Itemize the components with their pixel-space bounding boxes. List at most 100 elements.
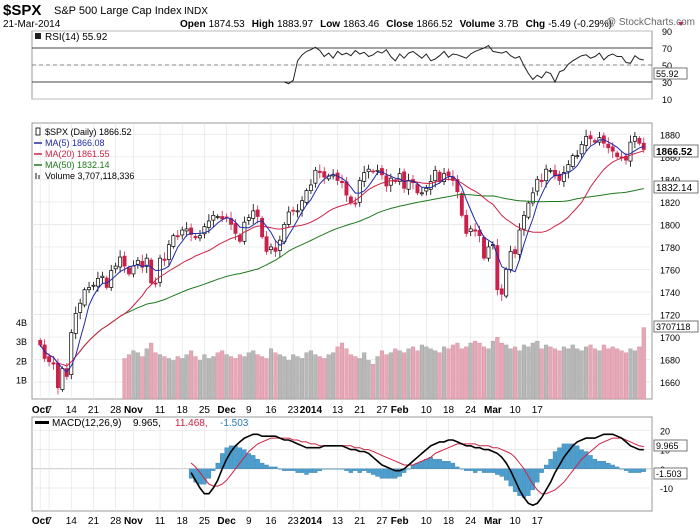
- volume-bar: [597, 350, 602, 400]
- rsi-panel: 90 70 50 30 10 RSI(14) 55.92 55.92: [31, 27, 688, 105]
- price-x-tick-label: Mar: [484, 405, 502, 416]
- price-legend-label: MA(5) 1866.08: [45, 138, 105, 148]
- volume-bar: [348, 354, 353, 400]
- volume-bar: [544, 344, 549, 400]
- price-y-tick-label: 1720: [660, 311, 680, 321]
- candle-body: [87, 287, 91, 291]
- price-x-tick-label: 18: [443, 405, 455, 416]
- price-y-tick-label: 1680: [660, 356, 680, 366]
- macd-histogram-bar: [259, 462, 265, 469]
- candle-body: [397, 173, 402, 182]
- volume-bar: [530, 342, 535, 400]
- candle-body: [517, 229, 522, 255]
- volume-bar: [375, 356, 380, 400]
- candle-body: [211, 215, 216, 221]
- candle-body: [362, 172, 367, 182]
- volume-bar: [135, 352, 140, 400]
- volume-bar: [371, 364, 376, 400]
- candle-body: [433, 169, 438, 182]
- macd-histogram-bar: [490, 468, 496, 473]
- volume-bar: [140, 356, 145, 400]
- candle-body: [113, 265, 118, 270]
- candle-body: [468, 228, 473, 232]
- candle-body: [593, 140, 597, 143]
- candle-body: [615, 152, 620, 158]
- candle-body: [628, 141, 633, 162]
- candle-body: [575, 155, 580, 158]
- candle-body: [144, 257, 149, 267]
- macd-histogram-bar: [472, 468, 478, 473]
- volume-bar: [339, 342, 345, 400]
- candle-body: [264, 236, 269, 252]
- candle-body: [180, 229, 185, 236]
- price-y-tick-label: 1840: [660, 175, 680, 185]
- price-x-tick-label: 23: [288, 405, 300, 416]
- volume-bar: [632, 350, 637, 400]
- macd-histogram-bar: [237, 447, 243, 469]
- volume-bar: [260, 356, 265, 400]
- price-x-tick-label: 25: [199, 405, 211, 416]
- volume-bar: [588, 344, 593, 400]
- candle-body: [313, 169, 318, 184]
- macd-histogram-bar: [615, 466, 620, 469]
- volume-bar: [166, 358, 171, 400]
- candle-body: [535, 178, 540, 192]
- volume-bar: [575, 348, 580, 400]
- macd-histogram-bar: [441, 460, 447, 469]
- volume-bar: [504, 344, 509, 400]
- macd-histogram-bar: [606, 462, 611, 469]
- candle-body: [69, 332, 74, 376]
- macd-histogram-bar: [282, 468, 287, 471]
- volume-bar: [570, 344, 575, 400]
- candle-body: [464, 215, 469, 234]
- candle-body: [446, 171, 451, 177]
- down-triangle-icon: [678, 22, 684, 26]
- quote-label: Chg: [526, 19, 545, 30]
- quote-value: 1866.52: [416, 19, 453, 30]
- rsi-last-value: 55.92: [656, 69, 679, 79]
- candle-body: [273, 247, 278, 252]
- volume-bar: [397, 350, 402, 400]
- candle-body: [246, 217, 251, 221]
- candle-body: [198, 235, 202, 239]
- volume-bar: [180, 358, 185, 400]
- price-x-tick-label: 10: [421, 405, 433, 416]
- volume-bar: [197, 360, 202, 400]
- macd-x-tick-label: 7: [46, 516, 52, 527]
- candle-body: [304, 190, 309, 203]
- volume-bar: [331, 352, 336, 400]
- candle-body: [584, 136, 589, 146]
- price-x-tick-label: 24: [465, 405, 477, 416]
- price-x-tick-label: 13: [332, 405, 344, 416]
- close-last-value: 1866.52: [656, 147, 693, 158]
- macd-histogram-bar: [424, 459, 429, 469]
- volume-bar: [388, 352, 393, 400]
- price-x-tick-label: Nov: [124, 405, 143, 416]
- volume-bar: [317, 356, 322, 400]
- volume-bar: [442, 346, 447, 400]
- quote-value: -5.49 (-0.29%): [548, 19, 612, 30]
- macd-x-tick-label: 11: [155, 516, 166, 527]
- volume-bar: [344, 348, 349, 400]
- candle-body: [437, 171, 442, 182]
- volume-bar: [455, 342, 460, 400]
- price-x-tick-label: 9: [246, 405, 252, 416]
- volume-bar: [415, 350, 420, 400]
- macd-histogram-bar: [277, 468, 283, 470]
- price-x-tick-label: 7: [46, 405, 52, 416]
- volume-bar: [486, 348, 491, 400]
- volume-bar: [610, 346, 615, 400]
- candle-body: [135, 260, 140, 265]
- volume-bar: [322, 358, 327, 400]
- histogram-last-value: -1.503: [656, 469, 682, 479]
- volume-bar: [291, 354, 296, 400]
- macd-histogram-bar: [335, 468, 340, 470]
- ma50-last-value: 1832.14: [656, 183, 693, 194]
- macd-histogram-bar: [268, 466, 274, 469]
- macd-x-tick-label: 9: [246, 516, 252, 527]
- macd-x-tick-label: Feb: [391, 516, 409, 527]
- macd-last-value: 9.965: [656, 441, 679, 451]
- volume-bar: [428, 348, 433, 400]
- legend-candle-swatch: [35, 127, 41, 136]
